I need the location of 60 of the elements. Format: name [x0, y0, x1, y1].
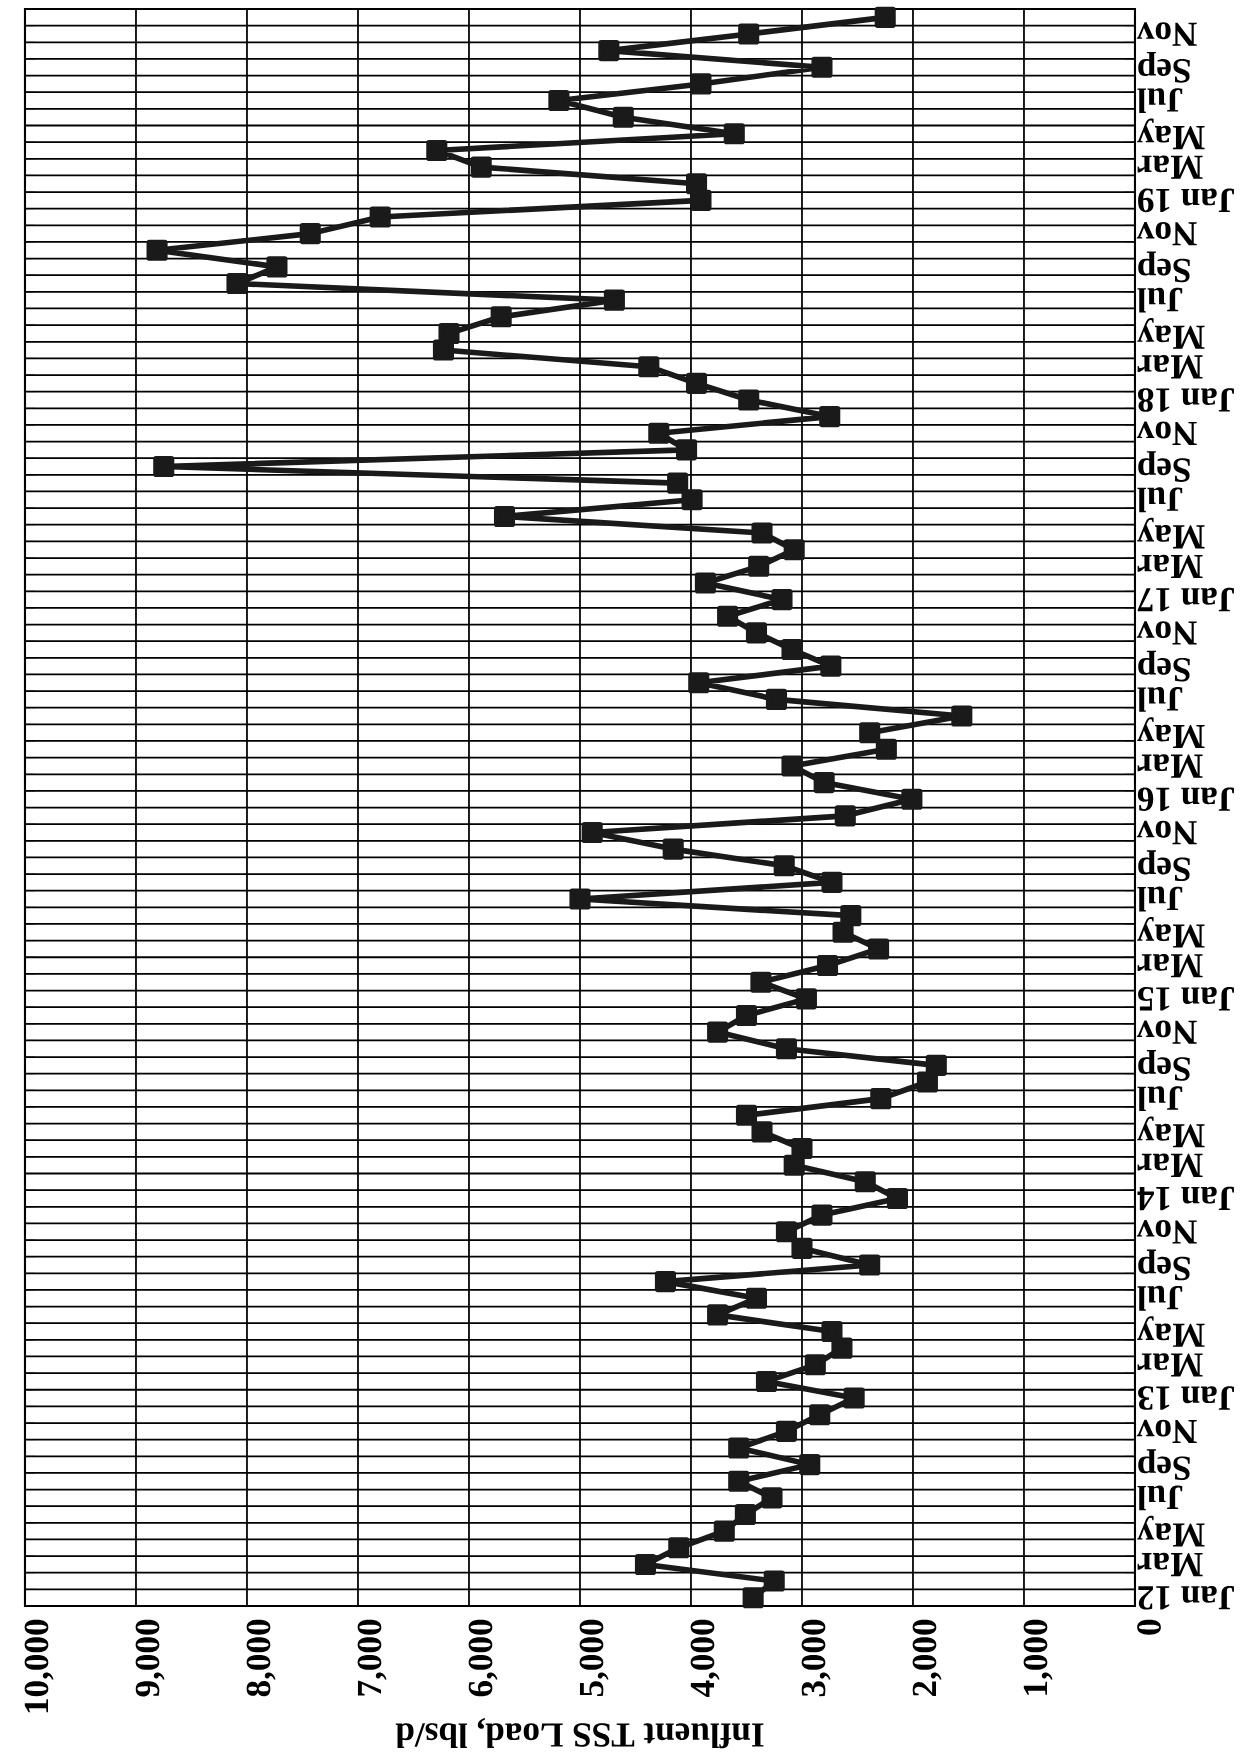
x-tick-label: 6,000	[468, 1619, 498, 1697]
y-tick-label: Jan 13	[1138, 1386, 1234, 1410]
y-tick-label: Mar	[1137, 953, 1203, 978]
y-tick-label: May	[1137, 916, 1205, 948]
y-tick-label: Mar	[1137, 554, 1203, 579]
y-tick-label: Mar	[1137, 155, 1203, 179]
y-tick-label: May	[1137, 717, 1205, 748]
y-tick-label: Sep	[1138, 251, 1190, 283]
y-tick-label: Mar	[1137, 355, 1203, 379]
y-tick-label: Jan 19	[1138, 188, 1234, 213]
y-tick-label: May	[1137, 1116, 1205, 1148]
y-tick-label: Nov	[1136, 22, 1197, 46]
y-tick-label: Jan 14	[1137, 1186, 1234, 1211]
y-tick-label: Nov	[1136, 621, 1197, 645]
y-tick-label: Jul	[1137, 686, 1183, 712]
y-tick-label: Jan 15	[1138, 987, 1234, 1011]
y-tick-label: Nov	[1136, 1020, 1197, 1044]
y-tick-label: Jul	[1137, 1485, 1183, 1511]
y-tick-label: Jul	[1137, 88, 1183, 113]
y-tick-label: Nov	[1136, 820, 1197, 845]
x-tick-label: 10,000	[24, 1619, 54, 1713]
y-tick-label: Sep	[1138, 451, 1190, 482]
y-tick-label: Jul	[1137, 287, 1183, 313]
x-tick-label: 8,000	[246, 1619, 276, 1697]
y-tick-label: Sep	[1138, 1449, 1190, 1480]
x-tick-label: 0	[1137, 1619, 1161, 1635]
y-tick-label: Sep	[1138, 51, 1190, 83]
y-tick-label: Nov	[1136, 221, 1197, 246]
y-tick-label: Jan 12	[1138, 1585, 1234, 1610]
x-tick-label: 2,000	[912, 1619, 942, 1697]
y-tick-label: Jul	[1137, 487, 1183, 513]
x-tick-label: 7,000	[357, 1619, 387, 1696]
y-tick-label: Jan 16	[1137, 787, 1234, 812]
x-tick-label: 1,000	[1023, 1619, 1053, 1695]
y-tick-label: Mar	[1137, 1353, 1203, 1377]
y-tick-label: May	[1137, 1515, 1205, 1547]
y-tick-label: Nov	[1136, 1220, 1197, 1244]
y-tick-label: Mar	[1137, 1153, 1203, 1177]
x-tick-label: 4,000	[690, 1619, 720, 1698]
y-tick-label: Jan 17	[1137, 587, 1234, 612]
x-tick-label: 9,000	[135, 1619, 165, 1697]
x-tick-label: 5,000	[579, 1619, 609, 1697]
y-tick-label: Sep	[1138, 650, 1190, 682]
y-tick-label: Nov	[1136, 421, 1197, 445]
y-tick-label: Sep	[1138, 1049, 1190, 1081]
x-tick-label: 3,000	[801, 1619, 831, 1697]
y-tick-label: Jul	[1137, 1086, 1183, 1112]
y-tick-label: May	[1137, 1316, 1205, 1347]
y-tick-label: May	[1137, 517, 1205, 549]
y-tick-label: Mar	[1137, 1552, 1203, 1577]
y-tick-label: May	[1137, 318, 1205, 349]
y-tick-label: Jan 18	[1138, 388, 1234, 412]
x-axis-title: Influent TSS Load, lbs/d	[395, 1718, 764, 1749]
y-tick-label: Nov	[1136, 1419, 1197, 1444]
y-tick-label: May	[1137, 118, 1205, 150]
y-tick-label: Jul	[1137, 1285, 1183, 1311]
y-tick-label: Sep	[1138, 1249, 1190, 1281]
y-tick-label: Sep	[1138, 850, 1190, 882]
y-tick-label: Jul	[1137, 886, 1183, 912]
y-tick-label: Mar	[1137, 754, 1203, 778]
